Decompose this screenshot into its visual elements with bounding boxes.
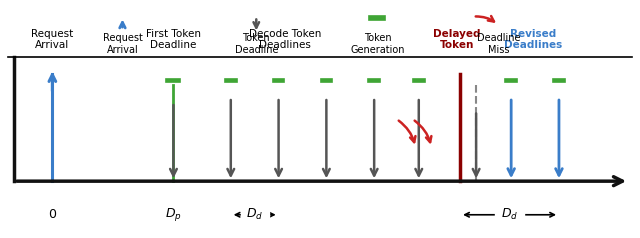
FancyBboxPatch shape [506,79,517,82]
FancyBboxPatch shape [225,79,237,82]
Text: Deadline
Miss: Deadline Miss [477,33,520,55]
Text: $D_d$: $D_d$ [501,207,518,222]
Text: Request
Arrival: Request Arrival [102,33,142,55]
Text: Revised
Deadlines: Revised Deadlines [504,29,563,50]
Text: Decode Token
Deadlines: Decode Token Deadlines [249,29,321,50]
Text: Delayed
Token: Delayed Token [433,29,481,50]
FancyBboxPatch shape [369,79,380,82]
Text: $D_p$: $D_p$ [165,206,182,223]
FancyBboxPatch shape [553,79,564,82]
Text: First Token
Deadline: First Token Deadline [146,29,201,50]
FancyBboxPatch shape [321,79,332,82]
Text: Request
Arrival: Request Arrival [31,29,74,50]
Text: 0: 0 [49,208,56,221]
Text: Token
Generation: Token Generation [350,33,404,55]
FancyBboxPatch shape [413,79,424,82]
FancyBboxPatch shape [166,79,180,82]
FancyBboxPatch shape [273,79,284,82]
Text: Token
Deadline: Token Deadline [234,33,278,55]
Text: $D_d$: $D_d$ [246,207,263,222]
FancyBboxPatch shape [369,16,385,20]
